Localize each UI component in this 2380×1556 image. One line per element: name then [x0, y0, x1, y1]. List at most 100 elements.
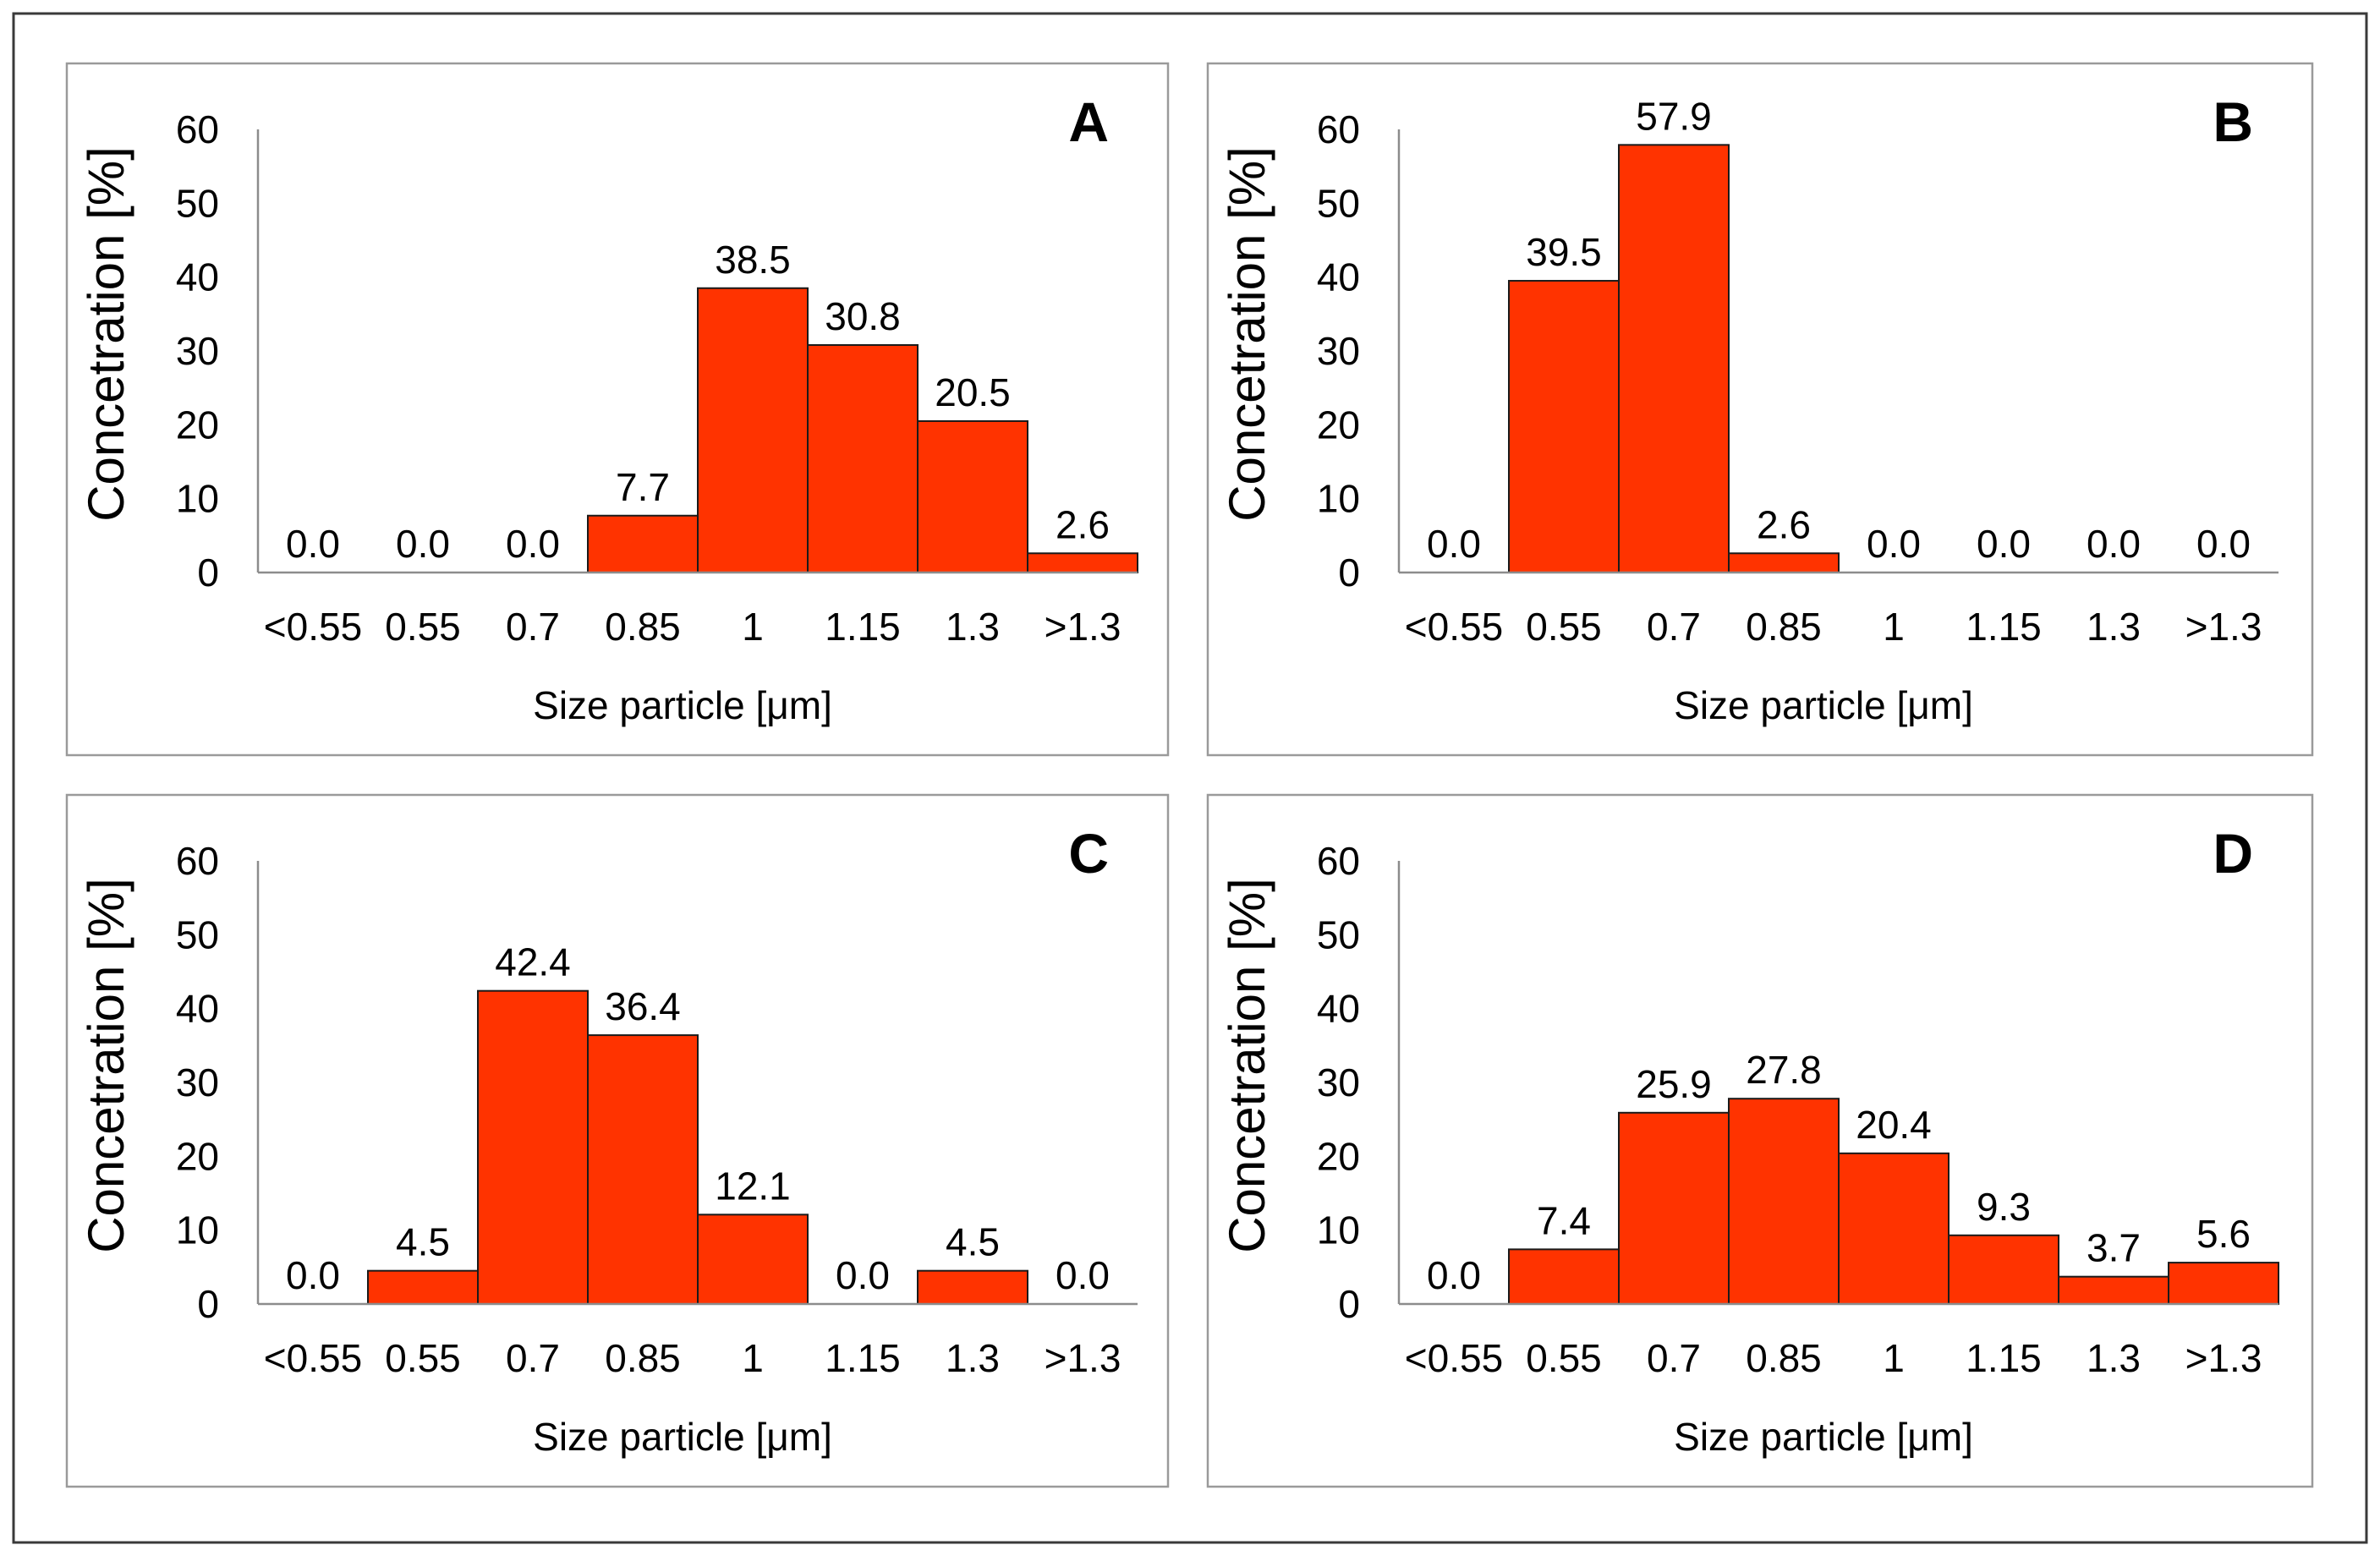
y-tick-label: 60 [1317, 107, 1360, 151]
y-axis-title: Concetration [%] [1219, 878, 1275, 1253]
x-tick-label: 1.3 [2087, 605, 2141, 649]
data-label: 38.5 [715, 238, 791, 282]
x-tick-label: 0.85 [605, 1336, 681, 1380]
data-label: 0.0 [286, 1253, 340, 1297]
y-tick-label: 0 [1338, 1282, 1360, 1326]
data-label: 2.6 [1757, 502, 1811, 546]
y-tick-label: 50 [1317, 912, 1360, 956]
panel-frame [1206, 62, 2314, 757]
x-tick-label: 1.3 [2087, 1336, 2141, 1380]
data-label: 5.6 [2196, 1212, 2251, 1256]
y-axis-title: Concetration [%] [1219, 146, 1275, 522]
data-label: 0.0 [1056, 1253, 1110, 1297]
bar-0.7 [1618, 144, 1730, 573]
x-axis-title: Size particle [μm] [1674, 1415, 1973, 1459]
panel-letter: D [2213, 822, 2253, 885]
x-tick-label: <0.55 [264, 605, 362, 649]
bar-0.85 [587, 1034, 699, 1306]
x-tick-label: 0.85 [1746, 1336, 1822, 1380]
bar-0.55 [1508, 280, 1620, 573]
y-tick-label: 40 [176, 255, 219, 299]
y-tick-label: 30 [176, 329, 219, 373]
x-tick-label: <0.55 [264, 1336, 362, 1380]
x-axis-title: Size particle [μm] [1674, 683, 1973, 727]
data-label: 0.0 [2196, 522, 2251, 566]
x-tick-label: 1 [1883, 1336, 1905, 1380]
bar-1 [697, 287, 809, 573]
x-tick-label: 1.3 [946, 1336, 1000, 1380]
y-tick-label: 60 [176, 107, 219, 151]
bar-0.85 [1728, 552, 1840, 574]
x-tick-label: 1.15 [825, 1336, 901, 1380]
data-label: 0.0 [396, 522, 450, 566]
x-tick-label: 1.15 [1966, 605, 2042, 649]
x-tick-label: <0.55 [1405, 1336, 1503, 1380]
data-label: 0.0 [1867, 522, 1921, 566]
y-tick-label: 20 [176, 403, 219, 447]
bar-1.3 [917, 1269, 1028, 1305]
x-tick-label: <0.55 [1405, 605, 1503, 649]
data-label: 0.0 [836, 1253, 890, 1297]
data-label: 7.7 [616, 465, 670, 509]
panel-d: 0 10 20 30 40 50 60 <0.55 0.55 0.7 0.85 1 1.15 1.3 >1.… [1206, 793, 2314, 1488]
bar-0.85 [1728, 1098, 1840, 1306]
data-label: 0.0 [2087, 522, 2141, 566]
x-tick-label: 0.7 [506, 605, 560, 649]
data-label: 0.0 [1427, 1253, 1481, 1297]
data-label: 12.1 [715, 1164, 791, 1208]
bar-0.7 [1618, 1111, 1730, 1305]
bar-1 [697, 1214, 809, 1305]
x-tick-label: 1 [742, 1336, 764, 1380]
y-tick-label: 10 [176, 1208, 219, 1252]
data-label: 0.0 [1427, 522, 1481, 566]
data-label: 9.3 [1977, 1185, 2031, 1229]
data-label: 7.4 [1537, 1198, 1591, 1242]
panel-letter: B [2213, 90, 2253, 153]
x-axis-title: Size particle [μm] [533, 683, 832, 727]
panel-c: 0 10 20 30 40 50 60 <0.55 0.55 0.7 0.85 1 1.15 1.3 >1.… [65, 793, 1170, 1488]
data-label: 20.5 [935, 370, 1011, 414]
x-tick-label: 0.7 [1647, 605, 1701, 649]
panel-a: 0 10 20 30 40 50 60 <0.55 0.55 0.7 0.85 1 1.15 1.3 >1.… [65, 62, 1170, 757]
data-label: 0.0 [1977, 522, 2031, 566]
data-label: 36.4 [605, 984, 681, 1028]
data-label: 0.0 [506, 522, 560, 566]
x-tick-label: 0.7 [506, 1336, 560, 1380]
y-tick-label: 50 [1317, 181, 1360, 225]
y-tick-label: 10 [176, 477, 219, 521]
y-tick-label: 0 [197, 1282, 219, 1326]
bar-1.3 [917, 419, 1028, 574]
y-tick-label: 50 [176, 912, 219, 956]
x-tick-label: 0.7 [1647, 1336, 1701, 1380]
bar-1 [1838, 1152, 1950, 1305]
x-tick-label: >1.3 [2185, 1336, 2262, 1380]
y-tick-label: 20 [1317, 1134, 1360, 1178]
panel-letter: A [1068, 90, 1109, 153]
y-tick-label: 0 [1338, 551, 1360, 594]
y-tick-label: 10 [1317, 477, 1360, 521]
data-label: 3.7 [2087, 1226, 2141, 1270]
data-label: 25.9 [1636, 1062, 1712, 1106]
bar-0.7 [477, 989, 589, 1305]
x-tick-label: 0.55 [385, 605, 461, 649]
panel-b: 0 10 20 30 40 50 60 <0.55 0.55 0.7 0.85 1 1.15 1.3 >1.… [1206, 62, 2314, 757]
y-axis-title: Concetration [%] [78, 878, 134, 1253]
y-tick-label: 10 [1317, 1208, 1360, 1252]
data-label: 39.5 [1526, 230, 1602, 274]
y-tick-label: 50 [176, 181, 219, 225]
y-tick-label: 30 [176, 1060, 219, 1104]
data-label: 4.5 [946, 1220, 1000, 1264]
bar-0.85 [587, 514, 699, 574]
data-label: 0.0 [286, 522, 340, 566]
x-axis-title: Size particle [μm] [533, 1415, 832, 1459]
y-tick-label: 40 [176, 987, 219, 1031]
bar-0.55 [367, 1269, 479, 1305]
panel-frame [65, 62, 1170, 757]
bar->1.3 [2168, 1262, 2279, 1306]
x-tick-label: 1 [1883, 605, 1905, 649]
bar-1.15 [1948, 1234, 2059, 1306]
data-label: 27.8 [1746, 1048, 1822, 1092]
panel-letter: C [1068, 822, 1109, 885]
y-tick-label: 60 [1317, 839, 1360, 883]
